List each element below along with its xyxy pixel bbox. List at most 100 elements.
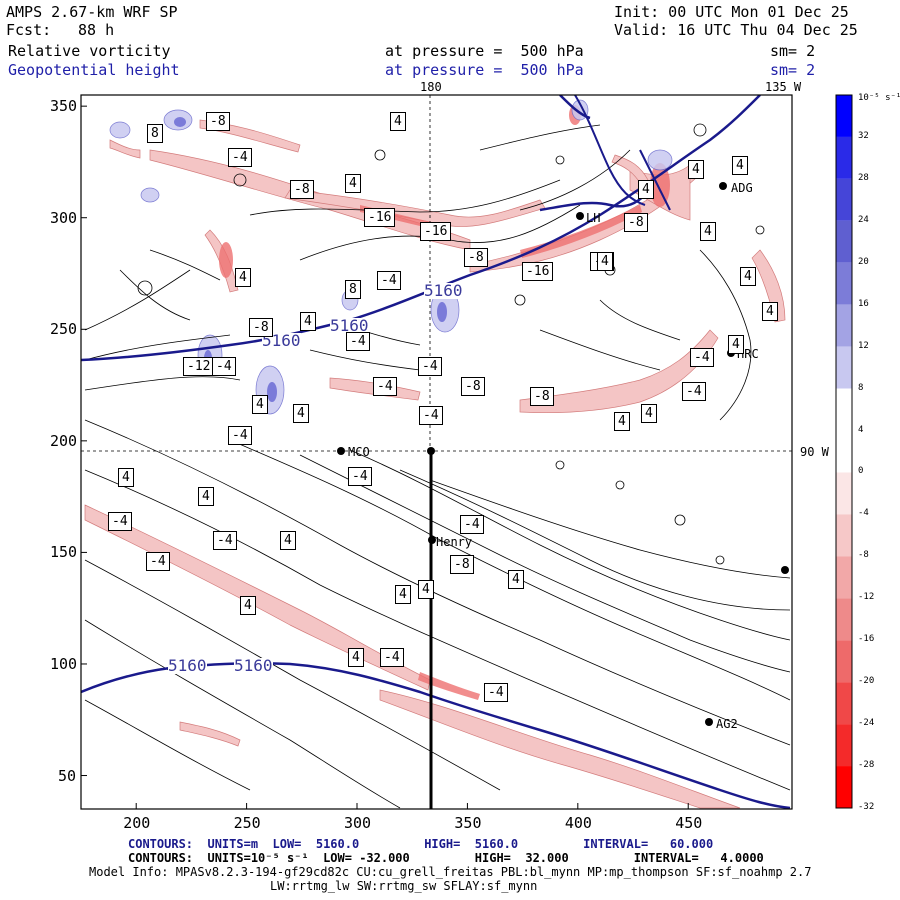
colorbar-tick-label: -16	[858, 634, 875, 645]
vorticity-contour-label: -8	[290, 180, 314, 199]
colorbar-tick-label: -28	[858, 760, 875, 771]
station-dot	[576, 212, 584, 220]
vorticity-contour-label: 4	[638, 180, 654, 199]
vorticity-contour-label: -8	[249, 318, 273, 337]
vorticity-contour-label: -12	[183, 357, 215, 376]
meridian-label-135w: 135 W	[765, 80, 802, 94]
colorbar-tick-label: 20	[858, 256, 869, 267]
vorticity-contour-label: 4	[348, 648, 364, 667]
vorticity-contour-label: -4	[373, 377, 397, 396]
vorticity-contour-label: 4	[293, 404, 309, 423]
colorbar-tick-label: 24	[858, 214, 869, 225]
model-title: AMPS 2.67-km WRF SP	[6, 3, 178, 21]
vorticity-contour-label: -16	[364, 208, 396, 227]
x-tick-label: 450	[675, 814, 703, 832]
station-dot	[781, 566, 789, 574]
station-dot	[719, 182, 727, 190]
vorticity-contour-label: 4	[418, 580, 434, 599]
vorticity-contour-label: 4	[235, 268, 251, 287]
colorbar-tick-label: -20	[858, 676, 875, 687]
colorbar-swatch	[836, 556, 852, 599]
x-tick-label: 350	[454, 814, 482, 832]
colorbar-swatch	[836, 724, 852, 767]
colorbar-swatch	[836, 598, 852, 641]
x-tick-label: 400	[564, 814, 592, 832]
colorbar-swatch	[836, 262, 852, 305]
colorbar-tick-label: 8	[858, 382, 864, 393]
meridian-label-90w: 90 W	[800, 445, 829, 459]
vorticity-contour-label: 4	[280, 531, 296, 550]
vorticity-contour-label: -8	[206, 112, 230, 131]
colorbar-frame	[835, 94, 853, 809]
station-label-ag2: AG2	[716, 717, 738, 731]
vorticity-contour-label: 4	[740, 267, 756, 286]
colorbar-tick-label: 32	[858, 130, 869, 141]
colorbar-tick-label: 0	[858, 466, 864, 477]
vorticity-contour-label: -8	[624, 213, 648, 232]
vorticity-contour-label: -8	[530, 387, 554, 406]
height-contour-label: 5160	[330, 316, 369, 335]
field2-smoothing: sm= 2	[770, 61, 816, 79]
field2-level: at pressure = 500 hPa	[385, 61, 584, 79]
colorbar-tick-label: -8	[858, 550, 869, 561]
colorbar-swatch	[836, 430, 852, 473]
colorbar-tick-label: 4	[858, 424, 864, 435]
colorbar-tick-label: -32	[858, 802, 875, 812]
vorticity-contour-label: 4	[252, 395, 268, 414]
vorticity-contour-label: 4	[614, 412, 630, 431]
station-label-lh: LH	[586, 211, 601, 225]
colorbar-swatch	[836, 304, 852, 347]
vorticity-contour-label: -4	[348, 467, 372, 486]
y-tick-label: 250	[50, 320, 78, 339]
colorbar-swatch	[836, 682, 852, 725]
y-tick-label: 50	[58, 766, 77, 785]
vorticity-contour-label: 4	[395, 585, 411, 604]
height-contour-label: 5160	[168, 656, 207, 675]
station-dot	[337, 447, 345, 455]
vorticity-contour-label: -4	[228, 426, 252, 445]
colorbar-swatch	[836, 346, 852, 389]
field1-level: at pressure = 500 hPa	[385, 42, 584, 60]
vorticity-contour-label: -4	[460, 515, 484, 534]
vorticity-contour-label: 4	[728, 335, 744, 354]
vorticity-contour-label: -4	[418, 357, 442, 376]
colorbar-swatch	[836, 640, 852, 683]
colorbar-unit: 10⁻⁵ s⁻¹	[858, 93, 900, 103]
y-tick-label: 350	[50, 97, 78, 116]
station-markers	[337, 182, 789, 726]
station-dot	[428, 536, 436, 544]
vorticity-contour-label: -4	[484, 683, 508, 702]
x-tick-label: 200	[123, 814, 151, 832]
vorticity-contour-label: -16	[522, 262, 554, 281]
vorticity-contour-label: -4	[108, 512, 132, 531]
vorticity-contour-label: 4	[732, 156, 748, 175]
field1-name: Relative vorticity	[8, 42, 171, 60]
contours-height-info: CONTOURS: UNITS=m LOW= 5160.0 HIGH= 5160…	[128, 837, 714, 851]
vorticity-contour-label: 4	[700, 222, 716, 241]
colorbar-swatch	[836, 514, 852, 557]
meridian-label-180: 180	[420, 80, 442, 94]
colorbar-tick-label: 12	[858, 340, 869, 351]
vorticity-contour-label: 4	[345, 174, 361, 193]
vorticity-contour-label: -4	[213, 531, 237, 550]
south-pole-dot	[427, 447, 435, 455]
vorticity-contour-label: 4	[597, 252, 613, 271]
colorbar-tick-label: -12	[858, 592, 875, 603]
x-tick-label: 250	[233, 814, 261, 832]
colorbar-swatch	[836, 178, 852, 221]
vorticity-contour-label: 8	[147, 124, 163, 143]
vorticity-contour-label: -8	[464, 248, 488, 267]
colorbar-swatch	[836, 472, 852, 515]
colorbar-tick-label: -4	[858, 508, 869, 519]
plot-frame	[80, 94, 793, 810]
vorticity-contour-label: -8	[461, 377, 485, 396]
colorbar-tick-label: 28	[858, 172, 869, 183]
colorbar-swatch	[836, 220, 852, 263]
station-dot	[705, 718, 713, 726]
vorticity-contour-label: -8	[450, 555, 474, 574]
init-time: Init: 00 UTC Mon 01 Dec 25	[614, 3, 849, 21]
vorticity-contour-label: 4	[118, 468, 134, 487]
vorticity-contour-label: 4	[762, 302, 778, 321]
colorbar-swatch	[836, 95, 852, 137]
